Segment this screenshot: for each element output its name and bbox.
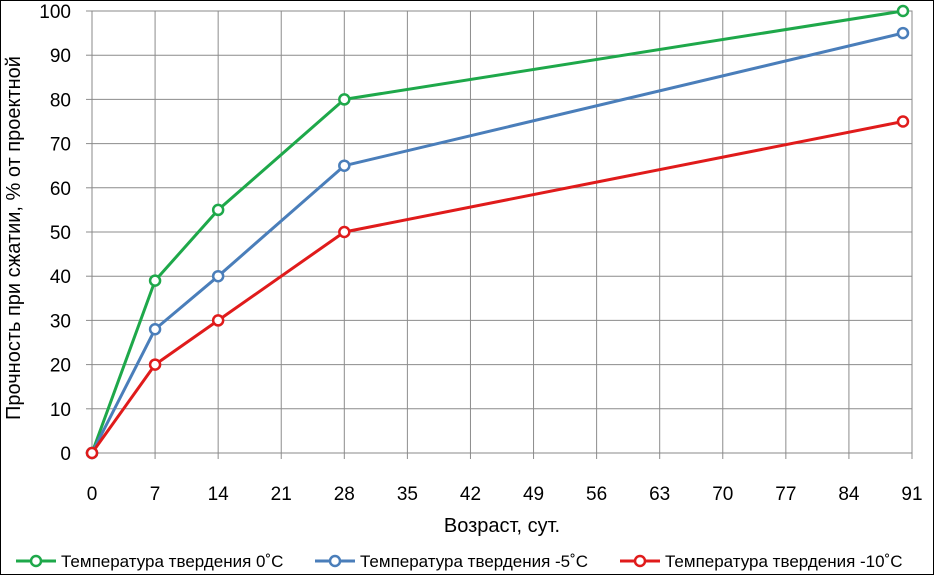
data-point xyxy=(211,314,225,327)
legend-marker xyxy=(328,554,342,568)
y-tick-label: 40 xyxy=(50,267,71,288)
x-axis-label: Возраст, сут. xyxy=(444,515,560,537)
y-tick-label: 20 xyxy=(50,356,71,377)
x-axis-ticks: 0 7 14 21 28 35 42 49 56 63 70 77 84 91 xyxy=(87,484,923,505)
series-group xyxy=(85,4,910,460)
data-point xyxy=(148,358,162,371)
x-tick-label: 70 xyxy=(712,484,733,505)
y-tick-label: 0 xyxy=(60,444,71,465)
x-tick-label: 35 xyxy=(397,484,418,505)
legend-entry-label: Температура твердения 0˚С xyxy=(61,552,283,571)
x-tick-label: 14 xyxy=(208,484,230,505)
data-point xyxy=(896,26,910,40)
data-point xyxy=(896,115,910,128)
x-tick-label: 28 xyxy=(334,484,355,505)
y-tick-label: 30 xyxy=(50,311,71,332)
data-point xyxy=(338,159,351,172)
y-tick-label: 70 xyxy=(50,135,71,156)
data-point xyxy=(896,4,910,18)
legend: Температура твердения 0˚С Температура тве… xyxy=(16,552,903,571)
y-axis-label: Прочность при сжатии, % от проектной xyxy=(3,56,25,420)
x-tick-label: 42 xyxy=(460,484,481,505)
legend-entry-label: Температура твердения -10˚С xyxy=(665,552,903,571)
data-point xyxy=(85,446,99,460)
x-tick-label: 84 xyxy=(838,484,860,505)
x-tick-label: 49 xyxy=(523,484,544,505)
x-tick-label: 63 xyxy=(649,484,670,505)
y-tick-label: 90 xyxy=(50,46,71,67)
legend-entry-label: Температура твердения -5˚С xyxy=(360,552,588,571)
plot-border xyxy=(91,10,913,454)
x-tick-label: 77 xyxy=(775,484,796,505)
data-point xyxy=(148,322,162,336)
y-tick-label: 80 xyxy=(50,90,71,111)
x-tick-label: 91 xyxy=(901,484,922,505)
data-point xyxy=(338,93,351,106)
data-point xyxy=(211,203,225,217)
gridlines xyxy=(86,10,913,459)
series-line-3 xyxy=(90,120,904,454)
x-tick-label: 56 xyxy=(586,484,607,505)
x-tick-label: 21 xyxy=(271,484,292,505)
y-tick-label: 60 xyxy=(50,179,71,200)
y-axis-ticks: 0 10 20 30 40 50 60 70 80 90 100 xyxy=(39,2,71,465)
y-tick-label: 10 xyxy=(50,400,71,421)
legend-marker xyxy=(29,554,43,568)
series-line-2 xyxy=(90,31,904,454)
legend-marker xyxy=(633,554,647,568)
y-tick-label: 50 xyxy=(50,223,71,244)
x-tick-label: 7 xyxy=(150,484,161,505)
data-point xyxy=(338,225,351,239)
y-tick-label: 100 xyxy=(39,2,71,23)
data-point xyxy=(148,274,162,287)
data-point xyxy=(211,269,225,283)
x-tick-label: 0 xyxy=(87,484,98,505)
